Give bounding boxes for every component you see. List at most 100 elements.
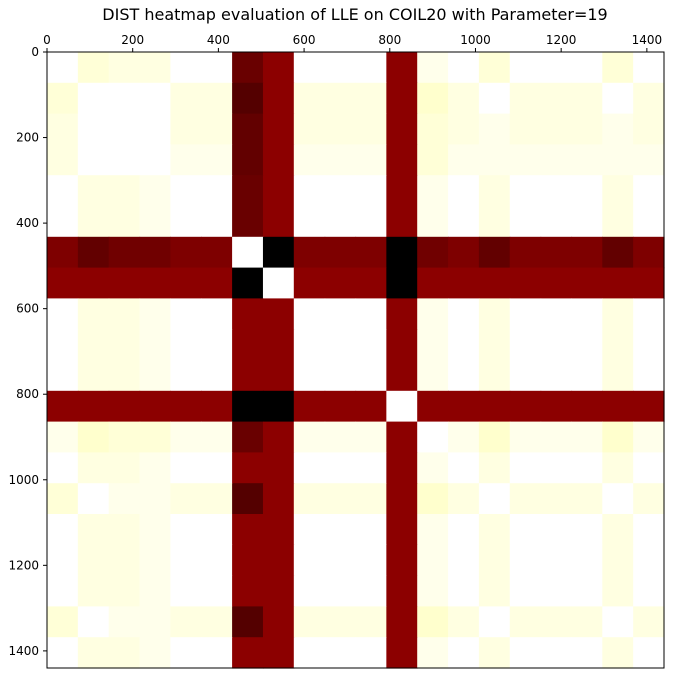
heatmap-cell (293, 421, 326, 453)
heatmap-cell (448, 206, 480, 238)
heatmap-cell (262, 82, 295, 115)
heatmap-cell (386, 452, 418, 484)
heatmap-cell (602, 82, 634, 115)
heatmap-cell (355, 329, 387, 361)
heatmap-cell (201, 452, 233, 484)
heatmap-cell (571, 575, 603, 607)
heatmap-cell (571, 52, 603, 84)
heatmap-cell (448, 421, 480, 453)
heatmap-cell (201, 514, 233, 546)
heatmap-cell (262, 452, 295, 484)
heatmap-cell (324, 514, 357, 546)
heatmap-cell (201, 360, 233, 392)
heatmap-cell (448, 298, 480, 330)
heatmap-cell (509, 637, 542, 669)
x-tick-label: 1400 (632, 33, 663, 47)
heatmap-cell (633, 236, 665, 269)
heatmap-cell (602, 390, 634, 423)
heatmap-cell (602, 360, 634, 392)
heatmap-cell (77, 452, 110, 484)
x-tick-label: 400 (207, 33, 230, 47)
heatmap-cell (355, 52, 387, 84)
heatmap-cell (448, 52, 480, 84)
heatmap-cell (478, 637, 511, 669)
heatmap-cell (386, 421, 418, 453)
heatmap-cell (201, 144, 233, 176)
heatmap-cell (262, 483, 295, 515)
heatmap-cell (293, 390, 326, 423)
heatmap-cell (77, 206, 110, 238)
heatmap-cell (139, 452, 171, 484)
chart-title: DIST heatmap evaluation of LLE on COIL20… (102, 5, 607, 24)
heatmap-cell (417, 236, 449, 269)
heatmap-cell (540, 483, 573, 515)
heatmap-cell (478, 329, 511, 361)
heatmap-cell (540, 544, 573, 577)
heatmap-cell (201, 544, 233, 577)
heatmap-cell (139, 175, 171, 207)
heatmap-cell (448, 267, 480, 299)
heatmap-cell (540, 82, 573, 115)
heatmap-cell (47, 514, 79, 546)
heatmap-cell (232, 267, 264, 299)
heatmap-cell (77, 514, 110, 546)
heatmap-cell (602, 113, 634, 145)
heatmap-cell (633, 606, 665, 638)
heatmap-cell (478, 452, 511, 484)
heatmap-cell (355, 637, 387, 669)
heatmap-cell (232, 452, 264, 484)
heatmap-cell (293, 206, 326, 238)
heatmap-cell (571, 113, 603, 145)
heatmap-cell (139, 144, 171, 176)
heatmap-cell (633, 514, 665, 546)
heatmap-cell (386, 267, 418, 299)
heatmap-cell (170, 483, 202, 515)
heatmap-cell (602, 637, 634, 669)
heatmap-cell (170, 360, 202, 392)
heatmap-cell (201, 483, 233, 515)
heatmap-cell (108, 206, 141, 238)
heatmap-cell (355, 267, 387, 299)
heatmap-cell (417, 421, 449, 453)
heatmap-cell (633, 175, 665, 207)
heatmap-cell (571, 421, 603, 453)
heatmap-cell (139, 360, 171, 392)
heatmap-cell (77, 483, 110, 515)
heatmap-cell (47, 421, 79, 453)
heatmap-cell (633, 298, 665, 330)
heatmap-cell (77, 298, 110, 330)
heatmap-cell (540, 298, 573, 330)
heatmap-cell (170, 514, 202, 546)
heatmap-cell (262, 390, 295, 423)
heatmap-cell (540, 329, 573, 361)
heatmap-cell (47, 236, 79, 269)
heatmap-cell (232, 483, 264, 515)
heatmap-cell (293, 483, 326, 515)
heatmap-cell (139, 483, 171, 515)
heatmap-cell (108, 575, 141, 607)
heatmap-cell (571, 360, 603, 392)
heatmap-cell (293, 637, 326, 669)
heatmap-cell (201, 421, 233, 453)
heatmap-cell (170, 544, 202, 577)
heatmap-cell (139, 606, 171, 638)
heatmap-cell (108, 421, 141, 453)
heatmap-cell (509, 206, 542, 238)
heatmap-cell (571, 637, 603, 669)
heatmap-cell (478, 144, 511, 176)
heatmap-cell (47, 483, 79, 515)
heatmap-cell (540, 575, 573, 607)
heatmap-cell (170, 606, 202, 638)
heatmap-cell (324, 421, 357, 453)
heatmap-cell (633, 113, 665, 145)
heatmap-cell (201, 637, 233, 669)
heatmap-cell (355, 206, 387, 238)
heatmap-cell (602, 483, 634, 515)
heatmap-cell (201, 390, 233, 423)
heatmap-cell (170, 267, 202, 299)
heatmap-cell (448, 175, 480, 207)
heatmap-cell (478, 575, 511, 607)
heatmap-cell (633, 575, 665, 607)
heatmap-cell (201, 82, 233, 115)
heatmap-cell (77, 575, 110, 607)
